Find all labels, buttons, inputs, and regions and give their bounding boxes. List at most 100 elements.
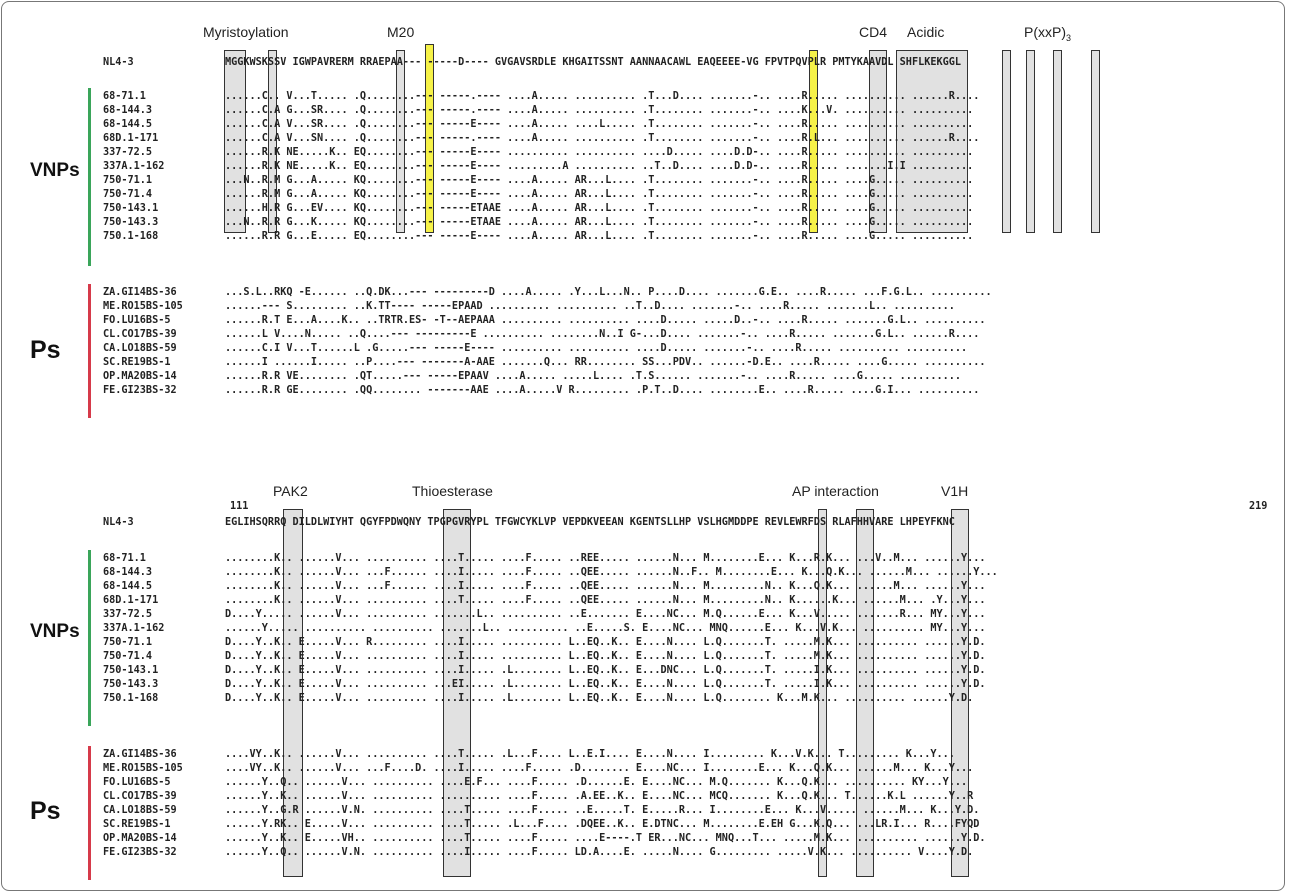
seq-row: ......Y..Q.. ......V... .......... ....E… (225, 777, 968, 788)
seq-name: ZA.GI14BS-36 (103, 287, 177, 298)
seq-name: CL.CO17BS-39 (103, 791, 177, 802)
thioesterase-box (443, 509, 471, 877)
vnp-group-bar (88, 550, 91, 726)
seq-row: ......Y..K.. ......V... .......... .....… (225, 791, 974, 802)
seq-row: ....VY..K.. ......V... ...F....D. ....I.… (225, 763, 974, 774)
seq-row: ......H.R G...EV.... KQ........--- -----… (225, 203, 974, 214)
reference-sequence: EGLIHSQRRQ DILDLWIYHT QGYFPDWQNY TPGPGVR… (225, 517, 955, 528)
region-label-v1h: V1H (941, 483, 969, 499)
seq-row: ......C.I V...T......L .G.....--- -----E… (225, 343, 968, 354)
group-label-vnps: VNPs (30, 621, 80, 642)
pxxp-box-1 (1002, 50, 1011, 233)
seq-name: SC.RE19BS-1 (103, 357, 171, 368)
position-start: 111 (230, 501, 249, 512)
pxxp-box-2 (1026, 50, 1035, 233)
seq-row: ...N..R.M G...A..... KQ........--- -----… (225, 175, 974, 186)
seq-row: D....Y..K.. E.....V... .......... ....I.… (225, 665, 986, 676)
cd4-box-yellow (809, 50, 818, 233)
m20-box-yellow (425, 44, 434, 233)
p-group-bar (88, 746, 91, 880)
seq-name: 68-144.5 (103, 581, 153, 592)
seq-name: 750.1-168 (103, 231, 159, 242)
seq-name: 337A.1-162 (103, 623, 165, 634)
pxxp-box-4 (1091, 50, 1100, 233)
seq-row: ........K.. ......V... .......... ....T.… (225, 595, 986, 606)
seq-name: 750-143.1 (103, 203, 159, 214)
seq-name: 750-71.1 (103, 637, 153, 648)
reference-name: NL4-3 (103, 517, 134, 528)
seq-name: 337-72.5 (103, 147, 153, 158)
seq-row: ........K.. ......V... ...F...... ....I.… (225, 581, 986, 592)
seq-row: ......C.A V...SR.... .Q........--- -----… (225, 119, 974, 130)
seq-name: CA.LO18BS-59 (103, 805, 177, 816)
seq-name: FO.LU16BS-5 (103, 315, 171, 326)
region-label-ap-interaction: AP interaction (792, 483, 879, 499)
seq-name: OP.MA20BS-14 (103, 833, 177, 844)
region-label-myristoylation: Myristoylation (203, 24, 289, 40)
seq-row: D....Y..K.. E.....V... .......... ...EI.… (225, 679, 986, 690)
seq-name: 68-71.1 (103, 91, 146, 102)
seq-name: 750-71.1 (103, 175, 153, 186)
seq-row: ......C.A G...SR.... .Q........--- -----… (225, 105, 974, 116)
position-end: 219 (1249, 501, 1268, 512)
seq-name: OP.MA20BS-14 (103, 371, 177, 382)
vnp-group-bar (88, 88, 91, 266)
seq-name: ME.RO15BS-105 (103, 301, 183, 312)
seq-row: D....Y..... ......V... .......... ......… (225, 609, 986, 620)
region-label-m20: M20 (387, 24, 415, 40)
seq-row: D....Y..K.. E.....V... R......... ....I.… (225, 637, 986, 648)
seq-name: 68-144.5 (103, 119, 153, 130)
seq-row: ......Y..G.R ......V.N. .......... ....T… (225, 805, 980, 816)
seq-name: CL.CO17BS-39 (103, 329, 177, 340)
seq-name: 68D.1-171 (103, 595, 159, 606)
seq-row: ......C.A V...SN.... .Q........--- -----… (225, 133, 980, 144)
seq-name: 68-71.1 (103, 553, 146, 564)
seq-name: SC.RE19BS-1 (103, 819, 171, 830)
seq-row: ........K.. ......V... ...F...... ....I.… (225, 567, 998, 578)
region-label-acidic: Acidic (907, 24, 945, 40)
m20-box-gray (396, 50, 405, 233)
seq-row: D....Y..K.. E.....V... .......... ....I.… (225, 693, 974, 704)
seq-name: 337A.1-162 (103, 161, 165, 172)
region-label-thioesterase: Thioesterase (412, 483, 493, 499)
pxxp-box-3 (1053, 50, 1062, 233)
seq-name: FE.GI23BS-32 (103, 385, 177, 396)
seq-name: 750-143.3 (103, 679, 159, 690)
seq-row: D....Y..K.. E.....V... .......... ....I.… (225, 651, 986, 662)
seq-row: ......R.K NE.....K.. EQ........--- -----… (225, 161, 974, 172)
myristoylation-box-2 (268, 50, 277, 233)
cd4-box-gray (869, 50, 887, 233)
seq-row: ......Y..Q.. ......V.N. .......... ....I… (225, 847, 974, 858)
seq-row: ......L V....N..... ..Q....--- ---------… (225, 329, 980, 340)
seq-name: CA.LO18BS-59 (103, 343, 177, 354)
seq-row: ......R.R G...E..... EQ........--- -----… (225, 231, 974, 242)
seq-row: ......--- S......... ..K.TT---- -----EPA… (225, 301, 955, 312)
group-label-ps: Ps (30, 336, 61, 364)
seq-name: 68-144.3 (103, 105, 153, 116)
seq-name: 750.1-168 (103, 693, 159, 704)
seq-row: ......Y.RK.. E.....V... .......... ....T… (225, 819, 980, 830)
group-label-ps: Ps (30, 797, 61, 825)
p-group-bar (88, 284, 91, 418)
seq-row: ......C.. V...T..... .Q........--- -----… (225, 91, 980, 102)
seq-row: ....VY..K.. ......V... .......... ....T.… (225, 749, 955, 760)
reference-sequence: MGGKWSKSSV IGWPAVRERM RRAEPAA--- -----D-… (225, 57, 962, 68)
seq-name: 68-144.3 (103, 567, 153, 578)
seq-row: ...N..R.R G...K..... KQ........--- -----… (225, 217, 974, 228)
seq-row: ......Y..K.. E.....VH.. .......... ....T… (225, 833, 986, 844)
seq-name: 337-72.5 (103, 609, 153, 620)
seq-row: ......R.T E...A....K.. ..TRTR.ES- -T--AE… (225, 315, 986, 326)
acidic-box (896, 50, 968, 233)
seq-name: 68D.1-171 (103, 133, 159, 144)
seq-row: ......R.R GE........ .QQ........ -------… (225, 385, 980, 396)
reference-name: NL4-3 (103, 57, 134, 68)
region-label-pak2: PAK2 (273, 483, 308, 499)
seq-name: ZA.GI14BS-36 (103, 749, 177, 760)
seq-row: ......R.M G...A..... KQ........--- -----… (225, 189, 974, 200)
seq-row: ......Y..... .......... .......... .....… (225, 623, 986, 634)
seq-row: ......R.R VE........ .QT.....--- -----EP… (225, 371, 962, 382)
seq-name: 750-143.1 (103, 665, 159, 676)
seq-name: FE.GI23BS-32 (103, 847, 177, 858)
seq-row: ......I ......I..... ..P....--- -------A… (225, 357, 986, 368)
